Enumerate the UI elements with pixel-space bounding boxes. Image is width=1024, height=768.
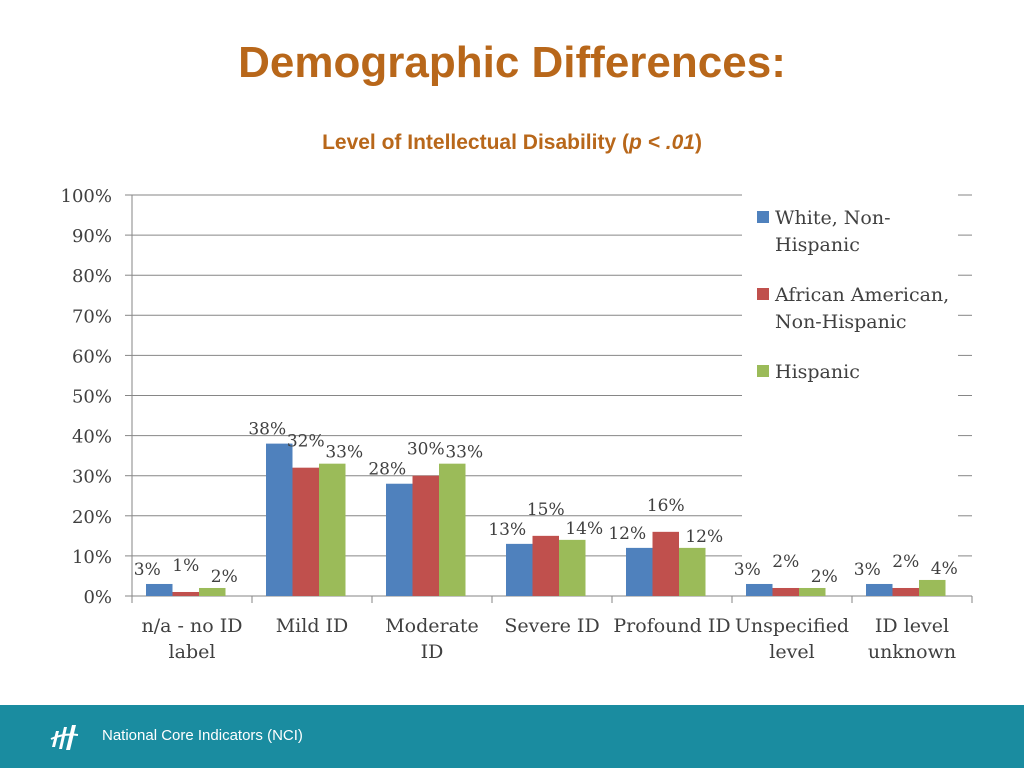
y-tick-label: 40% xyxy=(72,427,112,448)
data-label: 33% xyxy=(445,443,483,463)
x-category-label: n/a - no ID xyxy=(142,615,243,637)
data-label: 12% xyxy=(685,527,723,547)
bar xyxy=(146,583,173,596)
bar-chart: 0% 10% 20% 30% 40% 50% 60% 70% 80% 90% 100% 3% 38% 28… xyxy=(61,186,973,663)
bar xyxy=(772,587,799,596)
bar xyxy=(866,583,893,596)
bar xyxy=(292,467,319,596)
data-label: 1% xyxy=(172,556,199,576)
x-category-label: Severe ID xyxy=(504,615,599,637)
y-tick-label: 0% xyxy=(83,587,112,608)
chart-subtitle: Level of Intellectual Disability (p < .0… xyxy=(0,131,1024,155)
data-label: 4% xyxy=(931,559,958,579)
data-label: 14% xyxy=(565,519,603,539)
data-label: 2% xyxy=(811,567,838,587)
data-label: 33% xyxy=(325,443,363,463)
x-category-label: Profound ID xyxy=(613,615,730,637)
y-tick-label: 100% xyxy=(61,186,112,207)
subtitle-prefix: Level of Intellectual Disability ( xyxy=(322,131,629,154)
data-label: 2% xyxy=(772,552,799,572)
legend-swatch xyxy=(757,288,769,300)
y-tick-label: 80% xyxy=(72,266,112,287)
bar xyxy=(172,591,199,596)
x-category-label: ID xyxy=(421,641,444,663)
data-label: 12% xyxy=(608,524,646,544)
legend-label: Non-Hispanic xyxy=(775,311,907,333)
x-category-label: Moderate xyxy=(385,615,479,637)
bar xyxy=(532,535,559,596)
y-tick-label: 90% xyxy=(72,226,112,247)
data-label: 3% xyxy=(854,560,881,580)
legend-swatch xyxy=(757,211,769,223)
bar xyxy=(506,543,533,596)
data-label: 28% xyxy=(368,460,406,480)
bar xyxy=(652,531,679,596)
data-label: 3% xyxy=(734,560,761,580)
bar xyxy=(919,579,946,596)
footer-bar: National Core Indicators (NCI) xyxy=(0,705,1024,768)
legend-label: Hispanic xyxy=(775,361,860,383)
data-label: 3% xyxy=(134,560,161,580)
bar xyxy=(799,587,826,596)
legend-label: Hispanic xyxy=(775,234,860,256)
bar xyxy=(679,547,706,596)
bar xyxy=(746,583,773,596)
x-category-label: unknown xyxy=(868,641,956,663)
data-label: 2% xyxy=(211,567,238,587)
data-label: 32% xyxy=(287,432,325,452)
data-label: 38% xyxy=(248,420,286,440)
y-tick-label: 70% xyxy=(72,306,112,327)
y-tick-label: 10% xyxy=(72,547,112,568)
bar xyxy=(386,483,413,596)
bar xyxy=(412,475,439,596)
y-tick-label: 60% xyxy=(72,346,112,367)
footer-text: National Core Indicators (NCI) xyxy=(102,727,303,744)
bar xyxy=(439,463,466,596)
subtitle-stat: p < .01 xyxy=(628,131,695,154)
subtitle-suffix: ) xyxy=(694,131,702,154)
slide-title: Demographic Differences: xyxy=(238,38,786,87)
data-label: 2% xyxy=(892,552,919,572)
x-category-label: level xyxy=(769,641,814,663)
bar xyxy=(626,547,653,596)
bar xyxy=(559,539,586,596)
bar xyxy=(892,587,919,596)
bar xyxy=(266,443,293,596)
nci-logo-icon xyxy=(50,725,79,750)
x-category-label: label xyxy=(169,641,216,663)
y-tick-label: 20% xyxy=(72,507,112,528)
data-label: 30% xyxy=(407,440,445,460)
y-tick-label: 30% xyxy=(72,467,112,488)
data-label: 15% xyxy=(527,500,565,520)
data-label: 16% xyxy=(647,496,685,516)
y-tick-label: 50% xyxy=(72,387,112,408)
bar xyxy=(199,587,226,596)
x-category-label: Mild ID xyxy=(276,615,349,637)
x-category-label: Unspecified xyxy=(735,615,849,637)
bar xyxy=(319,463,346,596)
legend-label: African American, xyxy=(774,284,949,306)
legend-label: White, Non- xyxy=(775,207,891,229)
x-category-label: ID level xyxy=(875,615,949,637)
legend-swatch xyxy=(757,365,769,377)
data-label: 13% xyxy=(488,520,526,540)
